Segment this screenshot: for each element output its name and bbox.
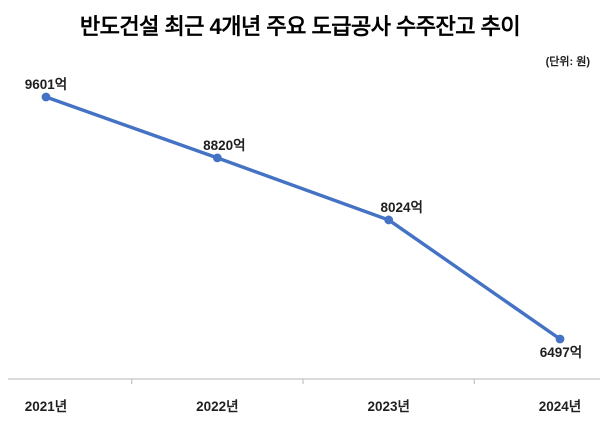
chart-title: 반도건설 최근 4개년 주요 도급공사 수주잔고 추이 [79, 14, 521, 39]
x-axis-label: 2021년 [25, 399, 67, 414]
data-point-label: 9601억 [25, 77, 67, 92]
data-point-label: 8024억 [380, 200, 422, 215]
x-axis-label: 2024년 [539, 399, 581, 414]
unit-label: (단위: 원) [545, 56, 590, 68]
data-point-label: 6497억 [540, 345, 582, 360]
data-point-label: 8820억 [203, 138, 245, 153]
data-point-marker [41, 92, 51, 102]
x-axis-label: 2023년 [367, 399, 409, 414]
data-point-marker [555, 334, 565, 344]
data-point-marker [212, 153, 222, 163]
trend-line [44, 95, 562, 341]
data-point-marker [384, 215, 394, 225]
x-axis-label: 2022년 [196, 399, 238, 414]
